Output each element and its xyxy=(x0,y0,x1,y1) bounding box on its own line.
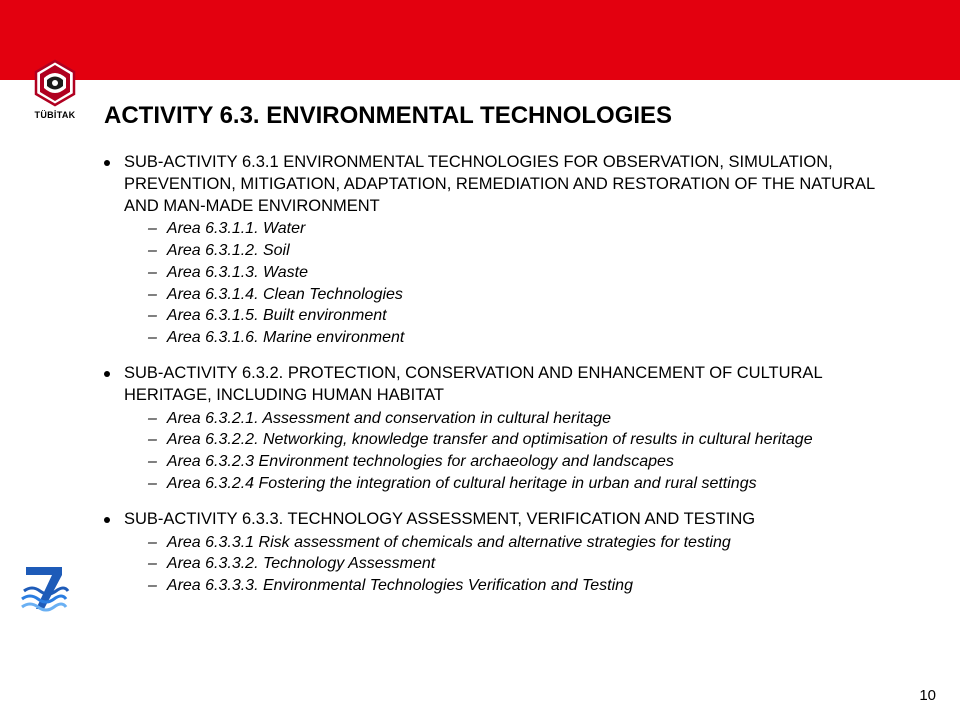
tubitak-logo: TÜBİTAK xyxy=(26,58,84,120)
area-list: –Area 6.3.1.1. Water –Area 6.3.1.2. Soil… xyxy=(148,219,910,349)
area-item: –Area 6.3.3.3. Environmental Technologie… xyxy=(148,576,910,597)
slide-title: ACTIVITY 6.3. ENVIRONMENTAL TECHNOLOGIES xyxy=(104,102,910,130)
area-item: –Area 6.3.2.4 Fostering the integration … xyxy=(148,474,910,495)
section-heading: SUB-ACTIVITY 6.3.1 ENVIRONMENTAL TECHNOL… xyxy=(124,152,910,217)
area-item: –Area 6.3.1.4. Clean Technologies xyxy=(148,285,910,306)
area-list: –Area 6.3.2.1. Assessment and conservati… xyxy=(148,409,910,495)
area-item: –Area 6.3.1.3. Waste xyxy=(148,263,910,284)
area-list: –Area 6.3.3.1 Risk assessment of chemica… xyxy=(148,533,910,597)
page-number: 10 xyxy=(919,687,936,704)
fp7-logo-icon xyxy=(18,561,70,623)
area-item: –Area 6.3.1.6. Marine environment xyxy=(148,328,910,349)
section-item: SUB-ACTIVITY 6.3.2. PROTECTION, CONSERVA… xyxy=(104,363,910,495)
area-item: –Area 6.3.3.2. Technology Assessment xyxy=(148,554,910,575)
tubitak-logo-label: TÜBİTAK xyxy=(26,110,84,120)
bullet-icon xyxy=(104,517,110,523)
section-item: SUB-ACTIVITY 6.3.3. TECHNOLOGY ASSESSMEN… xyxy=(104,509,910,597)
area-item: –Area 6.3.1.5. Built environment xyxy=(148,306,910,327)
area-item: –Area 6.3.2.2. Networking, knowledge tra… xyxy=(148,430,910,451)
tubitak-logo-icon xyxy=(30,58,80,108)
section-heading: SUB-ACTIVITY 6.3.3. TECHNOLOGY ASSESSMEN… xyxy=(124,509,755,531)
section-heading: SUB-ACTIVITY 6.3.2. PROTECTION, CONSERVA… xyxy=(124,363,910,407)
bullet-icon xyxy=(104,160,110,166)
area-item: –Area 6.3.1.1. Water xyxy=(148,219,910,240)
section-list: SUB-ACTIVITY 6.3.1 ENVIRONMENTAL TECHNOL… xyxy=(104,152,910,597)
header-bar xyxy=(0,0,960,80)
fp7-logo xyxy=(18,561,70,628)
bullet-icon xyxy=(104,371,110,377)
section-item: SUB-ACTIVITY 6.3.1 ENVIRONMENTAL TECHNOL… xyxy=(104,152,910,349)
area-item: –Area 6.3.2.1. Assessment and conservati… xyxy=(148,409,910,430)
area-item: –Area 6.3.1.2. Soil xyxy=(148,241,910,262)
slide-content: ACTIVITY 6.3. ENVIRONMENTAL TECHNOLOGIES… xyxy=(104,102,910,611)
area-item: –Area 6.3.2.3 Environment technologies f… xyxy=(148,452,910,473)
area-item: –Area 6.3.3.1 Risk assessment of chemica… xyxy=(148,533,910,554)
